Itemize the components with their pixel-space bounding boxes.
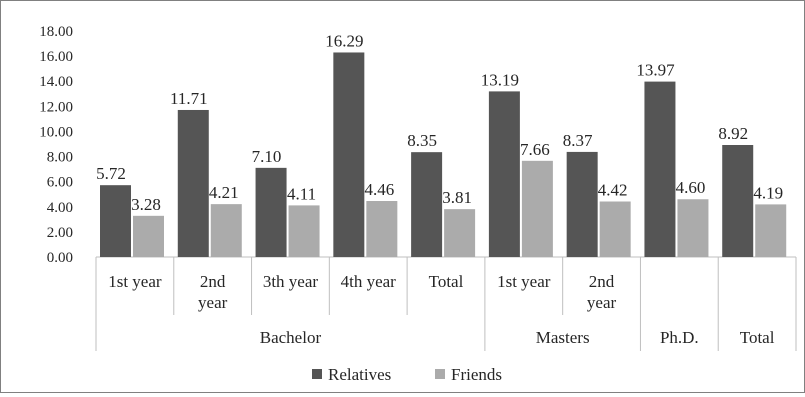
category-label: year	[587, 293, 617, 312]
bar-friends-1	[210, 204, 242, 257]
data-label: 16.29	[325, 31, 363, 50]
category-label: 2nd	[200, 272, 226, 291]
data-label: 7.66	[520, 140, 550, 159]
y-tick-label: 12.00	[39, 99, 73, 115]
bar-relatives-5	[488, 91, 520, 258]
y-tick-label: 4.00	[47, 200, 73, 216]
group-label: Total	[740, 328, 775, 347]
group-label: Ph.D.	[660, 328, 699, 347]
data-label: 11.71	[170, 89, 208, 108]
legend-label: Friends	[451, 365, 502, 384]
data-label: 13.97	[636, 61, 675, 80]
bar-friends-3	[366, 201, 398, 257]
data-label: 7.10	[252, 147, 282, 166]
data-label: 4.11	[287, 184, 316, 203]
bar-relatives-1	[177, 109, 209, 257]
data-label: 8.92	[718, 124, 748, 143]
category-label: Total	[429, 272, 464, 291]
data-label: 4.60	[676, 178, 706, 197]
bar-friends-7	[677, 199, 709, 257]
bar-friends-5	[521, 160, 553, 257]
data-label: 3.28	[131, 195, 161, 214]
legend-label: Relatives	[328, 365, 391, 384]
data-label: 5.72	[96, 164, 126, 183]
bar-friends-0	[133, 215, 164, 257]
bar-friends-2	[288, 205, 320, 257]
data-label: 4.46	[364, 180, 394, 199]
y-tick-label: 0.00	[47, 250, 73, 266]
category-label: year	[198, 293, 228, 312]
bar-relatives-7	[644, 81, 676, 257]
legend-swatch-relatives	[312, 369, 322, 379]
bar-relatives-3	[333, 52, 365, 257]
data-label: 4.19	[753, 183, 783, 202]
bar-friends-4	[444, 209, 476, 257]
data-label: 8.37	[563, 131, 593, 150]
bar-relatives-4	[411, 152, 443, 257]
data-label: 4.21	[209, 183, 239, 202]
data-label: 13.19	[481, 70, 519, 89]
bar-relatives-6	[566, 151, 598, 257]
group-label: Bachelor	[260, 328, 322, 347]
bar-relatives-0	[100, 185, 131, 257]
group-label: Masters	[536, 328, 590, 347]
category-label: 1st year	[497, 272, 551, 291]
y-tick-label: 8.00	[47, 150, 73, 166]
y-tick-label: 2.00	[47, 225, 73, 241]
y-tick-label: 18.00	[39, 24, 73, 40]
legend-swatch-friends	[435, 369, 445, 379]
data-label: 4.42	[598, 181, 628, 200]
category-label: 4th year	[341, 272, 397, 291]
y-tick-label: 6.00	[47, 175, 73, 191]
data-label: 3.81	[442, 188, 472, 207]
bar-friends-8	[755, 204, 787, 257]
bar-friends-6	[599, 201, 631, 257]
y-tick-label: 16.00	[39, 49, 73, 65]
y-tick-label: 14.00	[39, 74, 73, 90]
category-label: 3th year	[263, 272, 319, 291]
bar-relatives-8	[722, 145, 754, 257]
category-label: 1st year	[108, 272, 162, 291]
category-label: 2nd	[589, 272, 615, 291]
y-tick-label: 10.00	[39, 124, 73, 140]
data-label: 8.35	[407, 131, 437, 150]
bar-relatives-2	[255, 167, 287, 257]
